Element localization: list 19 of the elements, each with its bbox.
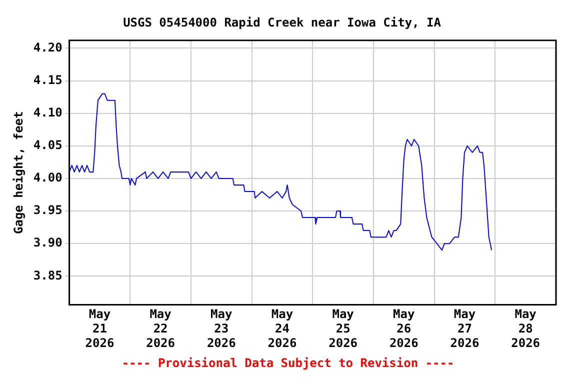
x-tick-label: May 26 2026 [389, 307, 418, 350]
x-tick-label: May 23 2026 [206, 307, 236, 350]
y-tick-label: 3.90 [33, 236, 62, 250]
x-tick-label: May 24 2026 [268, 307, 297, 350]
chart-title: USGS 05454000 Rapid Creek near Iowa City, IA [123, 15, 442, 30]
y-tick-label: 3.85 [33, 268, 62, 282]
x-tick-label: May 25 2026 [328, 307, 358, 350]
y-tick-label: 3.95 [33, 203, 62, 218]
y-tick-label: 4.10 [33, 105, 62, 120]
y-tick-label: 4.15 [33, 72, 62, 87]
y-axis-title: Gage height, feet [11, 111, 26, 234]
x-tick-label: May 28 2026 [511, 307, 540, 350]
x-tick-label: May 22 2026 [146, 307, 176, 350]
y-tick-label: 4.05 [33, 138, 62, 152]
x-tick-label: May 21 2026 [85, 307, 114, 350]
y-tick-label: 4.00 [33, 170, 62, 185]
text: ---- Provisional Data Subject to Revision ---- [120, 356, 456, 370]
y-tick-label: 4.20 [33, 40, 62, 54]
x-tick-label: May 27 2026 [450, 307, 480, 350]
